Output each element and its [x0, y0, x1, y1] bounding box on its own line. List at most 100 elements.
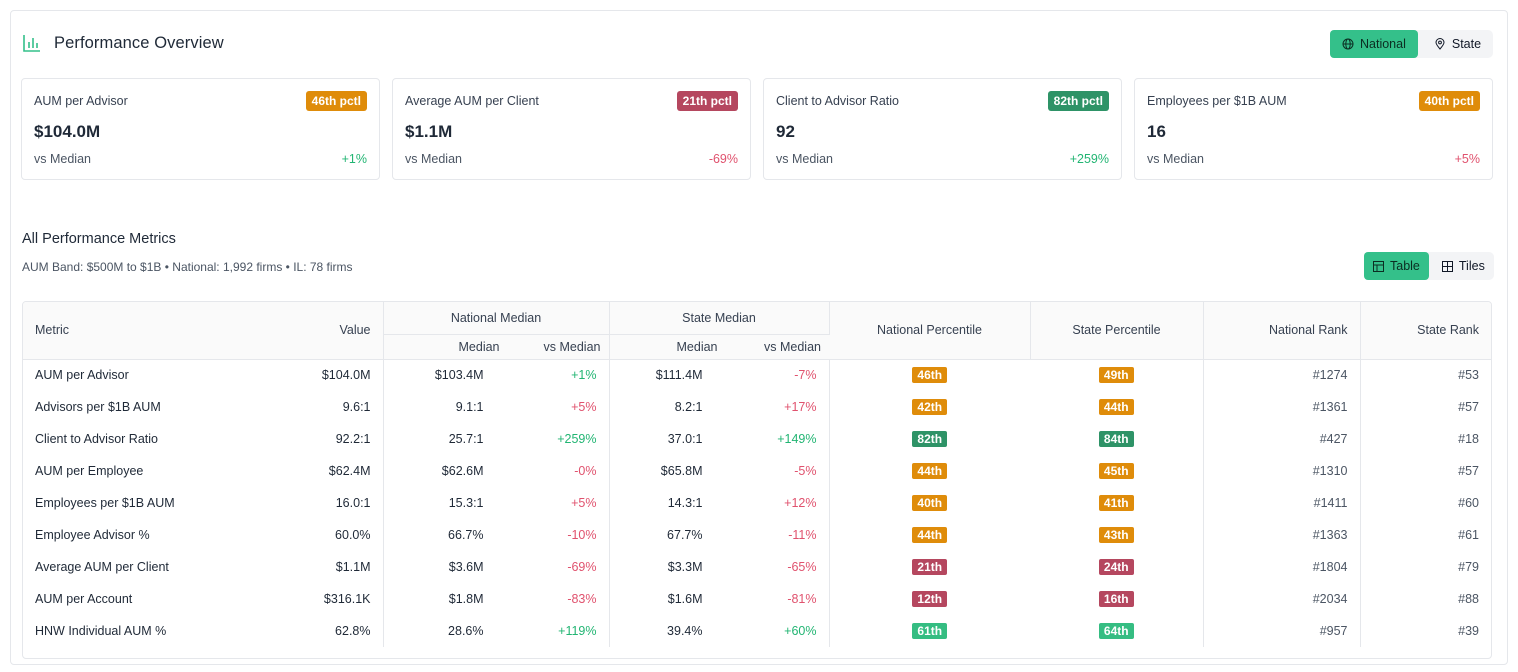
state-median: 39.4% — [667, 624, 703, 638]
kpi-title: Average AUM per Client — [405, 94, 539, 108]
state-percentile-badge: 64th — [1098, 623, 1134, 639]
national-rank: #1274 — [1202, 359, 1360, 391]
scope-toggle: National State — [1330, 30, 1494, 58]
state-vs-median: -81% — [787, 592, 817, 606]
metric-name: Employees per $1B AUM — [35, 496, 175, 510]
national-percentile-badge: 21th — [912, 559, 948, 575]
state-median: 14.3:1 — [667, 496, 703, 510]
national-percentile-badge: 46th — [912, 367, 948, 384]
percentile-badge: 46th pctl — [305, 91, 367, 111]
table-icon — [1373, 260, 1384, 272]
national-rank: #1411 — [1202, 487, 1360, 519]
header-national-median: Median — [458, 339, 500, 354]
national-median-cell: $103.4M +1% — [382, 359, 609, 391]
metric-name: AUM per Account — [35, 592, 133, 606]
performance-panel: Performance Overview National State AUM … — [10, 10, 1508, 665]
table-row: Employee Advisor % 60.0% 66.7% -10% 67.7% -11… — [23, 519, 1491, 551]
national-median-cell: $1.8M -83% — [382, 583, 609, 615]
state-percentile-cell: 43th — [1030, 519, 1203, 551]
state-percentile-badge: 84th — [1098, 431, 1134, 447]
national-percentile-badge: 12th — [912, 591, 948, 607]
metric-value-cell: Employee Advisor % 60.0% — [23, 519, 383, 551]
national-percentile-cell: 12th — [828, 583, 1030, 615]
national-median-cell: 28.6% +119% — [382, 615, 609, 647]
kpi-subtitle: vs Median — [776, 152, 833, 166]
metric-value: $104.0M — [321, 368, 371, 383]
state-median: $65.8M — [660, 464, 703, 478]
state-median-cell: 37.0:1 +149% — [608, 423, 829, 455]
metric-value-cell: Advisors per $1B AUM 9.6:1 — [23, 391, 383, 423]
metric-name: HNW Individual AUM % — [35, 624, 167, 638]
state-median: $1.6M — [667, 592, 703, 606]
view-table-button[interactable]: Table — [1364, 252, 1429, 280]
state-percentile-badge: 43th — [1098, 527, 1134, 543]
state-median-cell: 14.3:1 +12% — [608, 487, 829, 519]
national-percentile-badge: 40th — [912, 495, 948, 511]
national-median: $1.8M — [448, 592, 484, 606]
table-row: AUM per Advisor $104.0M $103.4M +1% $111.4M -… — [23, 359, 1491, 391]
metric-name: Client to Advisor Ratio — [35, 432, 158, 446]
scope-national-button[interactable]: National — [1330, 30, 1418, 58]
metric-value: 9.6:1 — [342, 400, 371, 414]
national-median-cell: 66.7% -10% — [382, 519, 609, 551]
national-percentile-cell: 44th — [828, 519, 1030, 551]
state-percentile-cell: 44th — [1030, 391, 1203, 423]
kpi-card: Employees per $1B AUM 40th pctl 16 vs Me… — [1134, 78, 1493, 180]
national-vs-median: +259% — [557, 432, 597, 446]
national-rank: #1363 — [1202, 519, 1360, 551]
scope-state-button[interactable]: State — [1422, 30, 1493, 58]
national-vs-median: -69% — [567, 560, 597, 574]
national-median: 9.1:1 — [455, 400, 484, 414]
header-metric: Metric — [35, 323, 70, 338]
state-rank: #53 — [1359, 359, 1491, 391]
state-median-cell: $111.4M -7% — [608, 359, 829, 391]
metric-name: Advisors per $1B AUM — [35, 400, 161, 414]
national-median-cell: $3.6M -69% — [382, 551, 609, 583]
view-tiles-label: Tiles — [1458, 259, 1485, 273]
table-row: Average AUM per Client $1.1M $3.6M -69% $3.3… — [23, 551, 1491, 583]
kpi-subtitle: vs Median — [405, 152, 462, 166]
view-table-label: Table — [1390, 259, 1420, 273]
national-rank: #957 — [1202, 615, 1360, 647]
header-state-rank: State Rank — [1360, 302, 1491, 360]
national-rank: #1804 — [1202, 551, 1360, 583]
national-vs-median: -83% — [567, 592, 597, 606]
kpi-card: AUM per Advisor 46th pctl $104.0M vs Med… — [21, 78, 380, 180]
national-rank: #1310 — [1202, 455, 1360, 487]
header-national-percentile: National Percentile — [829, 302, 1031, 360]
state-median-cell: 8.2:1 +17% — [608, 391, 829, 423]
state-rank: #57 — [1359, 455, 1491, 487]
state-rank: #79 — [1359, 551, 1491, 583]
metric-value-cell: AUM per Advisor $104.0M — [23, 359, 383, 391]
state-percentile-badge: 24th — [1098, 559, 1134, 575]
state-rank: #88 — [1359, 583, 1491, 615]
metric-value-cell: AUM per Employee $62.4M — [23, 455, 383, 487]
state-median-cell: 67.7% -11% — [608, 519, 829, 551]
table-row: Advisors per $1B AUM 9.6:1 9.1:1 +5% 8.2:1 +1… — [23, 391, 1491, 423]
view-tiles-button[interactable]: Tiles — [1433, 252, 1494, 280]
national-percentile-badge: 82th — [912, 431, 948, 447]
header-state-vs-median: vs Median — [764, 339, 821, 354]
national-median-cell: 9.1:1 +5% — [382, 391, 609, 423]
national-vs-median: +5% — [571, 496, 597, 510]
metric-value: $62.4M — [328, 464, 371, 478]
bar-chart-icon — [23, 35, 40, 52]
kpi-value: $1.1M — [405, 122, 453, 141]
national-percentile-cell: 40th — [828, 487, 1030, 519]
national-percentile-badge: 44th — [912, 527, 948, 543]
kpi-value: $104.0M — [34, 122, 101, 141]
kpi-delta: +259% — [1069, 152, 1109, 166]
national-vs-median: +1% — [571, 368, 597, 383]
national-median: $3.6M — [448, 560, 484, 574]
state-vs-median: -65% — [787, 560, 817, 574]
kpi-subtitle: vs Median — [1147, 152, 1204, 166]
state-percentile-cell: 41th — [1030, 487, 1203, 519]
table-row: AUM per Employee $62.4M $62.6M -0% $65.8M -5%… — [23, 455, 1491, 487]
table-row: Employees per $1B AUM 16.0:1 15.3:1 +5% 14.3… — [23, 487, 1491, 519]
percentile-badge: 21th pctl — [676, 91, 738, 111]
state-percentile-cell: 16th — [1030, 583, 1203, 615]
national-median-cell: 15.3:1 +5% — [382, 487, 609, 519]
national-percentile-badge: 42th — [912, 399, 948, 415]
page-header: Performance Overview — [22, 33, 224, 53]
globe-icon — [1342, 38, 1354, 50]
